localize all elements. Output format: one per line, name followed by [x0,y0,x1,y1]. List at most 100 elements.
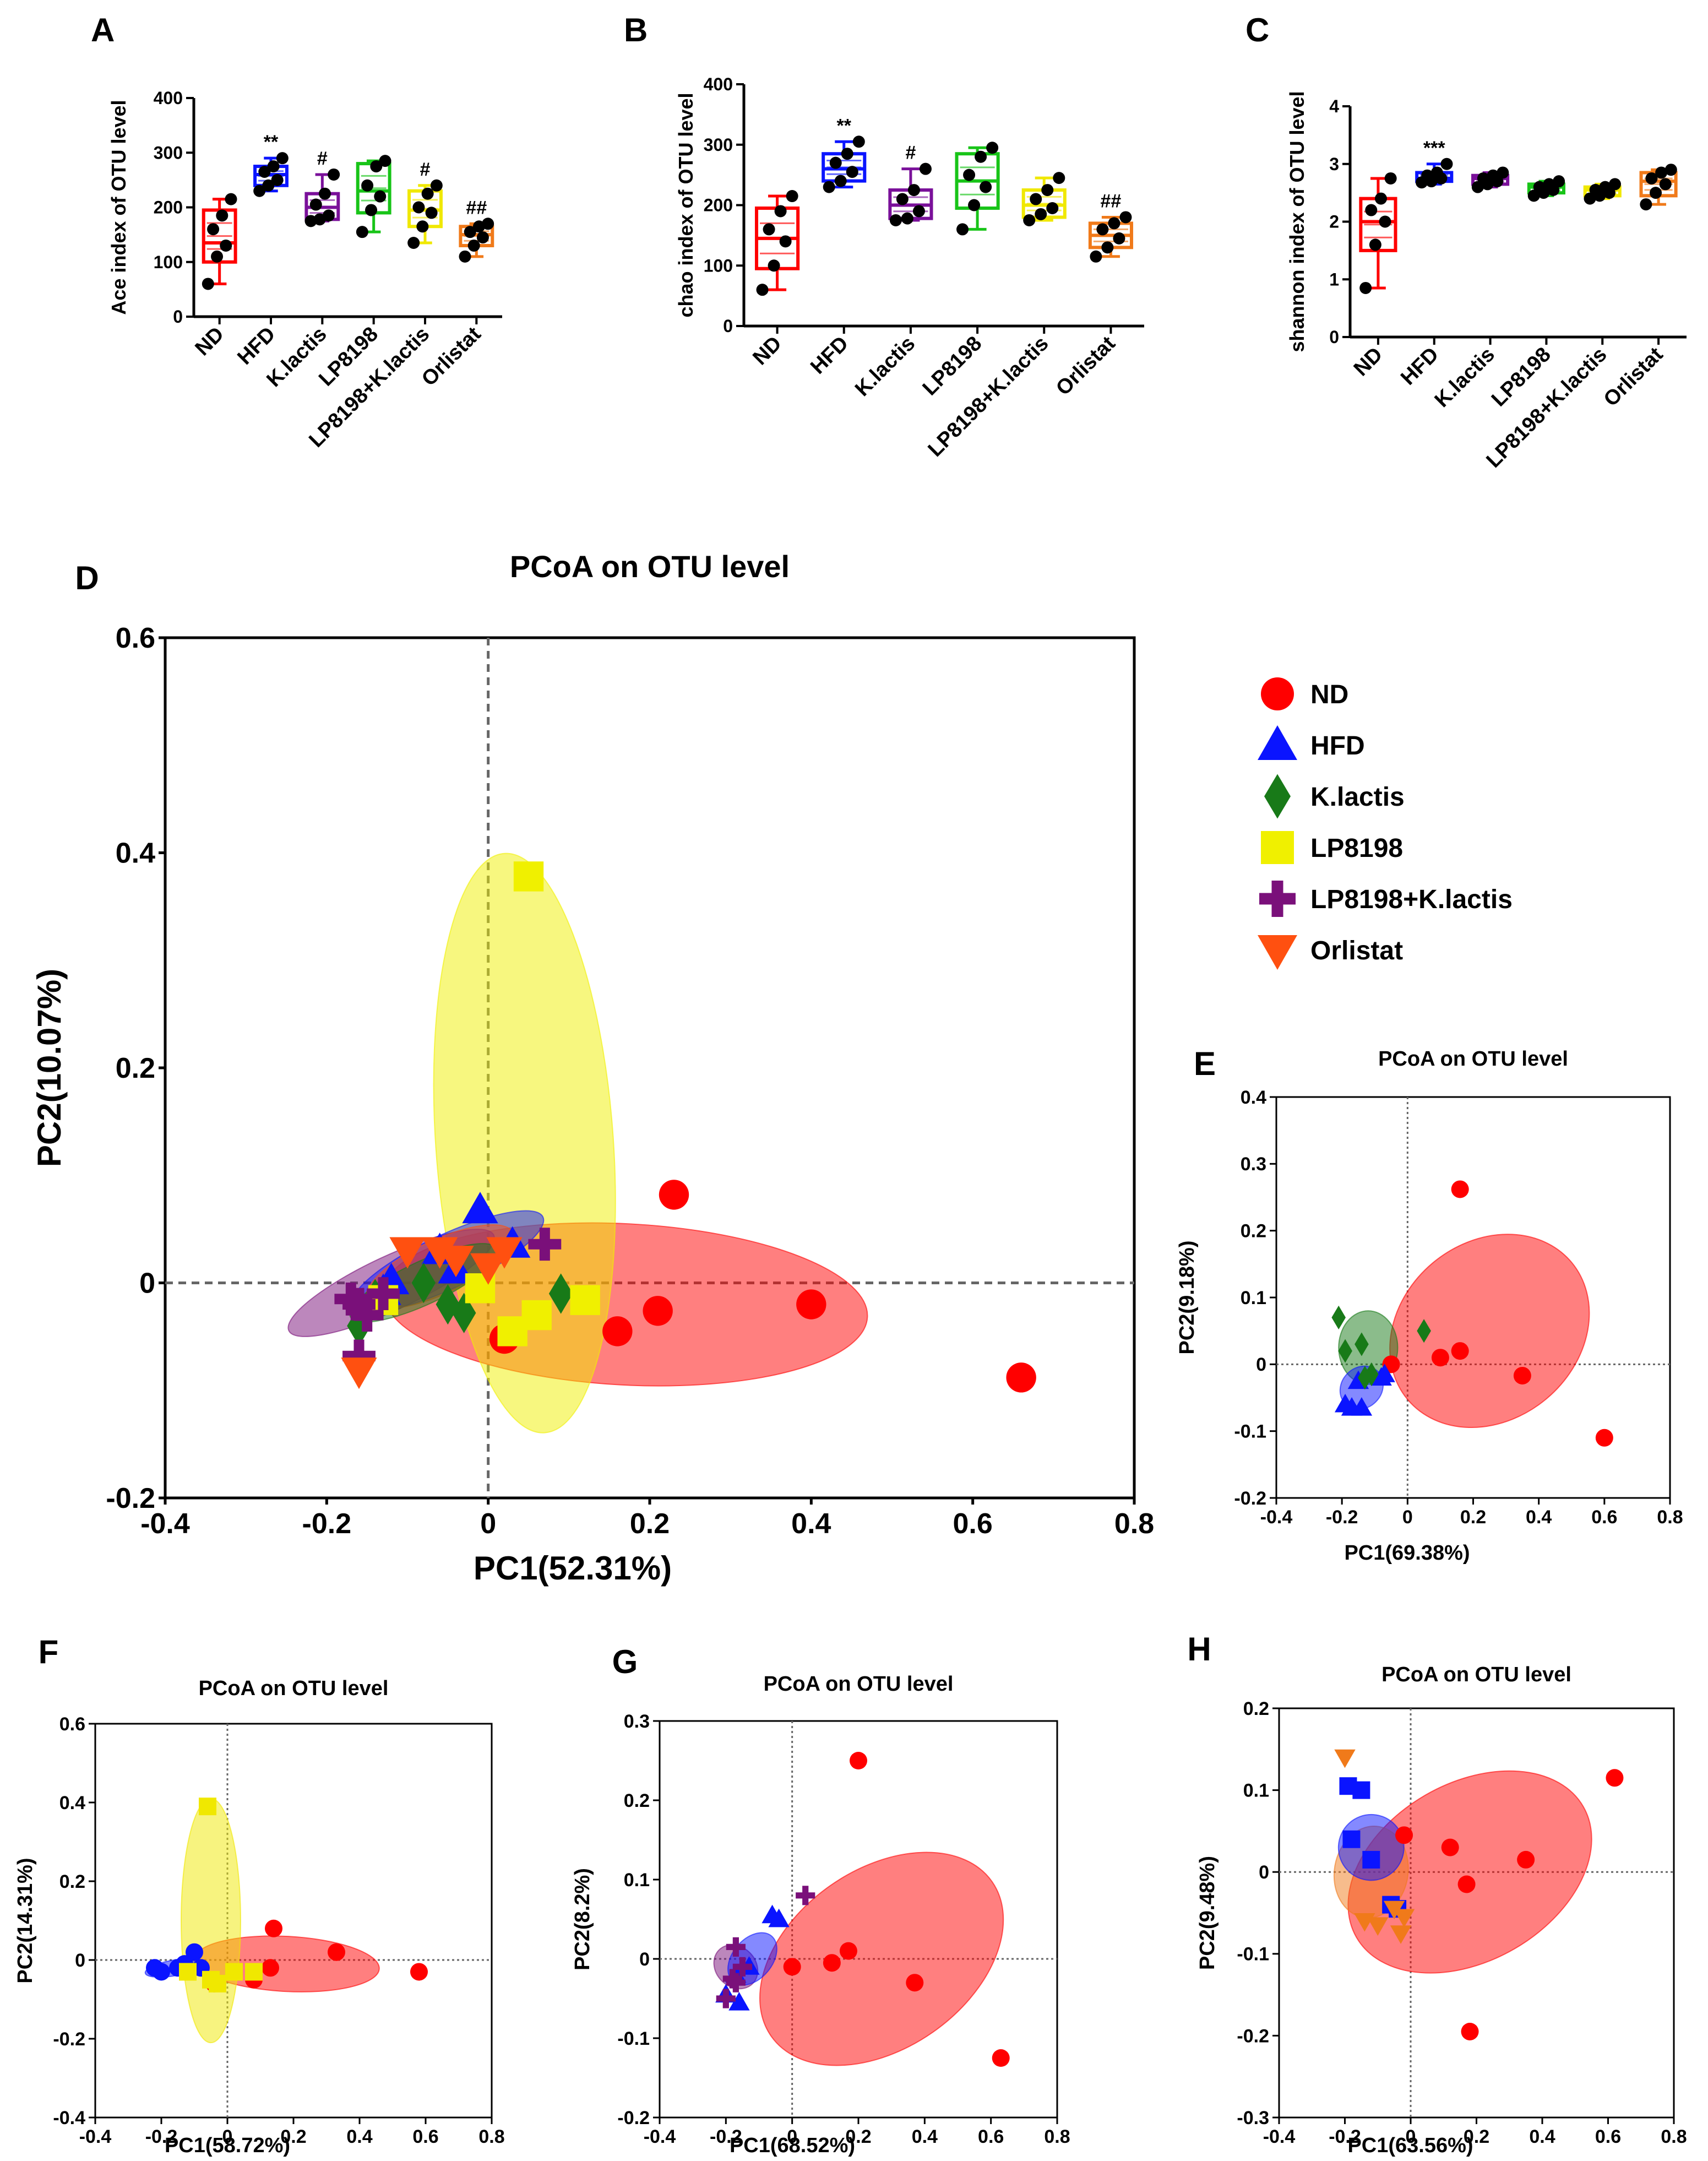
y-tick-label: -0.2 [106,1483,155,1514]
point-circle [262,1959,279,1977]
y-tick-label: 0 [1259,1862,1269,1883]
y-axis-label: Ace index of OTU level [107,100,130,314]
y-tick-label: 0 [723,316,733,336]
y-tick-label: 1 [1329,269,1339,289]
data-point [956,223,969,236]
data-point [1665,164,1677,176]
y-tick-label: 0 [75,1950,85,1971]
panel-E: E PCoA on OTU level-0.4 -0.2 0 0.2 0.4 0.6 0.8-… [1176,1045,1683,1565]
panel-F: F PCoA on OTU level -0.4 -0.2 0 0.2 0.4 0.6 0.8 -… [14,1633,505,2157]
y-axis-label: PC2(9.48%) [1196,1856,1219,1970]
data-point [889,214,902,226]
point-circle [1517,1850,1535,1869]
panel-label: G [612,1643,638,1680]
x-tick-label: -0.4 [79,2126,112,2147]
point-triangle [1374,1364,1395,1382]
y-tick-label: 3 [1329,154,1339,174]
point-triangle [768,1908,790,1927]
x-tick-label: ND [191,323,229,361]
x-tick-label: K.lactis [851,332,920,401]
box-LP8198+K.lactis [407,179,443,249]
series-HFD [1334,1364,1395,1416]
y-tick-label: 4 [1329,96,1339,116]
panel-label: A [91,12,115,48]
data-point [1430,166,1443,179]
data-point [1589,183,1602,196]
data-point [430,179,443,192]
legend: ND HFD K.lactis LP8198 LP8198+K.lactis Orlist… [1258,677,1513,970]
point-circle [1451,1180,1469,1198]
point-triangle [728,1992,750,2011]
significance-label: # [317,148,328,169]
data-point [258,165,271,178]
y-axis-label: shannon index of OTU level [1286,91,1308,352]
plot-frame [94,1723,493,2119]
x-tick-label: 0.8 [1114,1508,1154,1540]
box-LP8198+K.lactis [1583,178,1622,205]
panel-label: D [75,560,99,596]
data-point [896,193,909,205]
point-circle [1261,677,1294,710]
data-point [1369,238,1381,251]
y-tick-label: -0.1 [617,2028,650,2049]
point-down-triangle [486,1237,523,1269]
data-point [412,201,425,214]
x-tick-label: 0.2 [280,2126,306,2147]
y-tick-label: 0.3 [624,1711,650,1732]
data-point [919,162,932,175]
significance-label: ** [837,115,852,136]
data-point [309,198,322,211]
x-tick-label: 0.6 [1591,1507,1617,1528]
point-down-triangle [438,1246,474,1278]
y-tick-label: 0.4 [59,1793,85,1813]
data-point [407,237,420,249]
x-tick-label: LP8198 [918,332,987,400]
point-plus [716,1989,736,2008]
point-diamond [1417,1319,1431,1343]
point-plus [726,1937,746,1957]
panel-label: C [1245,12,1269,48]
point-triangle [1334,1393,1356,1413]
x-tick-label: 0.4 [1529,2126,1555,2147]
data-point [1640,198,1652,211]
panel-label: E [1194,1045,1216,1082]
y-tick-label: 400 [704,74,733,94]
point-square [225,1963,243,1981]
point-down-triangle [1367,1917,1389,1936]
panel-label: F [39,1633,59,1670]
box-Orlistat [1639,164,1678,211]
data-point [379,155,391,167]
point-square [179,1963,197,1981]
data-point [779,235,792,248]
x-tick-label: 0.8 [1657,1507,1683,1528]
point-circle [643,1296,673,1326]
y-axis-label: PC2(14.31%) [14,1858,37,1983]
point-diamond [548,1273,573,1314]
x-tick-label: 0.6 [412,2126,438,2147]
x-tick-label: 0 [787,2126,797,2147]
point-diamond [436,1284,460,1325]
panel-C: C 0 1 2 3 4 shannon index of OTU level ND HFDK.l… [1245,12,1687,473]
point-square [209,1974,226,1992]
x-tick-label: 0 [1406,2126,1416,2147]
point-circle [783,1958,801,1976]
x-tick-label: 0.4 [791,1508,831,1540]
point-plus [342,1288,376,1321]
data-point [262,179,275,192]
point-plus [367,1277,400,1310]
x-axis-label: PC1(68.52%) [730,2134,855,2157]
point-down-triangle [389,1237,426,1269]
series-Orlistat [1334,1749,1415,1944]
y-tick-label: -0.4 [53,2108,85,2129]
data-point [1384,172,1397,184]
data-point [374,190,387,203]
point-plus [732,1957,753,1977]
data-point [829,156,842,169]
point-circle [659,1180,689,1210]
data-point [322,209,335,222]
point-circle [1451,1342,1469,1360]
data-point [328,168,340,181]
panel-H: H PCoA on OTU level -0.4 -0.2 0 0.2 0.4 0.6 0.8 -… [1187,1631,1687,2157]
x-axis-label: PC1(52.31%) [474,1550,672,1587]
y-tick-label: 0.1 [1243,1780,1269,1801]
